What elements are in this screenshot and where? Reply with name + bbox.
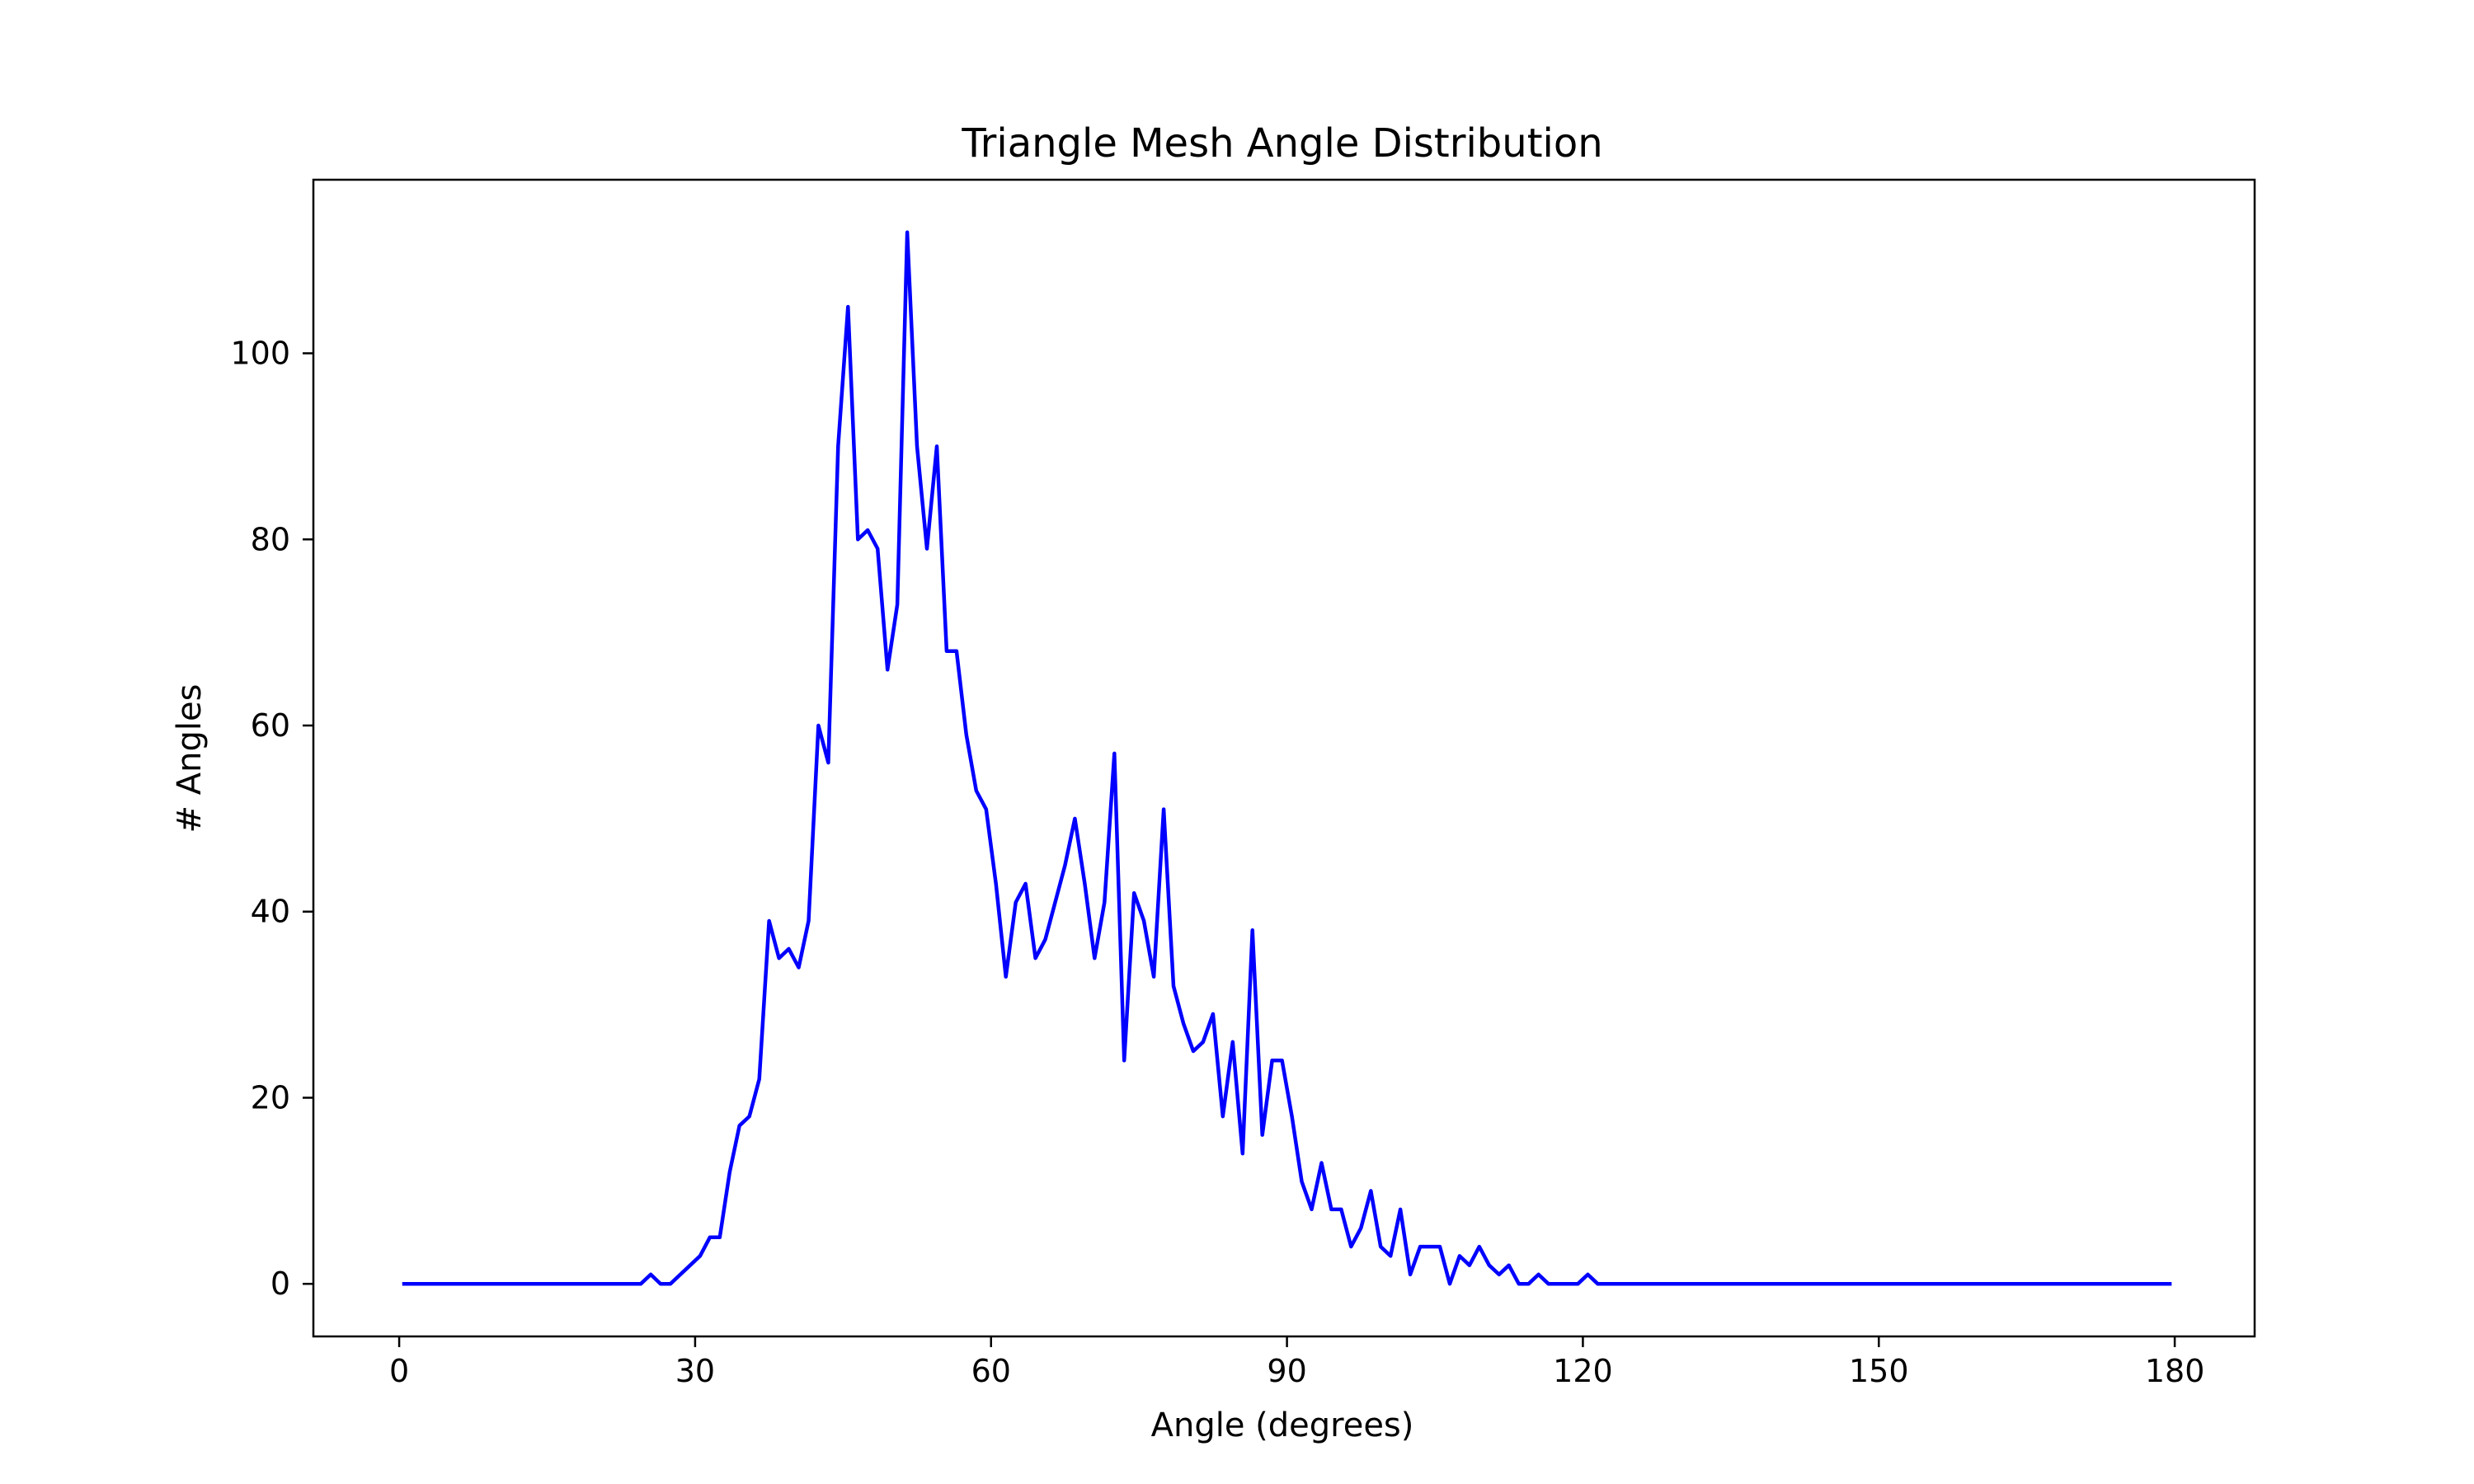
x-tick-label: 150 [1849,1353,1909,1389]
y-tick-label: 60 [251,707,290,744]
y-tick-label: 100 [230,336,290,372]
y-tick-label: 0 [270,1266,290,1302]
x-tick-label: 120 [1553,1353,1613,1389]
y-tick-label: 20 [251,1079,290,1115]
x-axis: 0 30 60 90 120 150 180 [389,1336,2204,1389]
y-axis-label: # Angles [171,684,209,834]
x-tick-label: 30 [675,1353,715,1389]
x-tick-label: 90 [1267,1353,1306,1389]
x-axis-label: Angle (degrees) [1151,1407,1414,1444]
series-line [402,230,2172,1286]
y-tick-label: 40 [251,894,290,930]
y-axis: 0 20 40 60 80 100 [230,336,313,1302]
x-tick-label: 180 [2145,1353,2205,1389]
chart-title: Triangle Mesh Angle Distribution [961,120,1602,167]
y-tick-label: 80 [251,521,290,557]
x-tick-label: 60 [971,1353,1011,1389]
x-tick-label: 0 [389,1353,409,1389]
plot-frame [312,178,2256,1338]
